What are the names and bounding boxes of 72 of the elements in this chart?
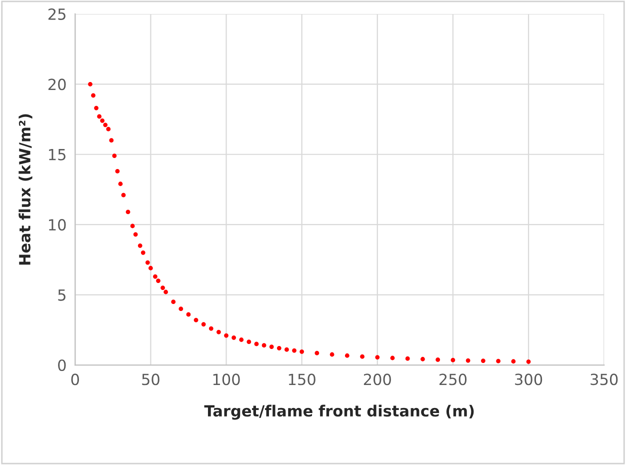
point — [121, 192, 126, 198]
point — [109, 138, 114, 143]
point — [145, 260, 150, 265]
point — [100, 118, 105, 123]
point — [126, 210, 130, 214]
x-tick-label: 250 — [439, 374, 467, 386]
x-tick-label: 100 — [213, 374, 240, 386]
point — [314, 350, 320, 356]
point — [284, 347, 289, 352]
point — [208, 326, 214, 331]
point — [375, 355, 380, 360]
point — [450, 358, 456, 362]
point — [216, 330, 221, 334]
point — [106, 126, 111, 132]
point — [224, 333, 228, 338]
point — [511, 359, 516, 364]
point — [178, 306, 184, 312]
point — [94, 106, 98, 110]
point — [344, 353, 350, 358]
point — [97, 114, 102, 119]
x-tick-label: 50 — [142, 374, 160, 386]
point — [156, 278, 160, 283]
point — [194, 318, 198, 322]
point — [115, 169, 120, 174]
point — [201, 322, 206, 326]
point — [246, 340, 252, 344]
point — [480, 358, 486, 364]
point — [436, 357, 440, 362]
y-tick-label: 20 — [48, 78, 66, 90]
point — [390, 356, 395, 360]
x-tick-label: 150 — [288, 374, 316, 386]
y-tick-label: 15 — [49, 149, 66, 160]
y-tick-label: 25 — [48, 8, 66, 20]
point — [153, 274, 158, 279]
point — [466, 358, 470, 363]
point — [254, 342, 259, 346]
point — [88, 82, 92, 86]
x-tick-label: 200 — [364, 374, 391, 386]
point — [262, 343, 266, 348]
x-tick-label: 0 — [71, 374, 79, 386]
point — [232, 335, 236, 340]
y-tick-label: 0 — [58, 359, 66, 372]
point — [112, 154, 117, 158]
point — [420, 356, 425, 362]
y-tick-label: 10 — [49, 219, 66, 231]
x-tick-label: 300 — [515, 374, 542, 386]
point — [164, 290, 168, 294]
point — [160, 286, 165, 290]
point — [148, 266, 153, 270]
x-axis-title: Target/flame front distance (m) — [204, 404, 474, 420]
x-tick-label: 350 — [590, 374, 618, 386]
point — [130, 224, 135, 228]
y-tick-label: 5 — [58, 289, 66, 301]
y-axis-title: Heat flux (kW/m²) — [18, 114, 32, 265]
point — [269, 344, 274, 349]
point — [330, 352, 334, 357]
point — [360, 354, 364, 359]
point — [138, 243, 142, 248]
point — [276, 346, 282, 350]
point — [171, 300, 176, 304]
point — [239, 338, 244, 342]
point — [103, 122, 108, 128]
point — [300, 349, 304, 354]
point — [292, 348, 296, 353]
point — [496, 358, 500, 364]
point — [140, 250, 146, 255]
point — [186, 312, 191, 317]
point — [118, 182, 123, 186]
point — [91, 93, 96, 98]
point — [526, 359, 531, 364]
point — [405, 356, 410, 361]
point — [133, 232, 138, 237]
